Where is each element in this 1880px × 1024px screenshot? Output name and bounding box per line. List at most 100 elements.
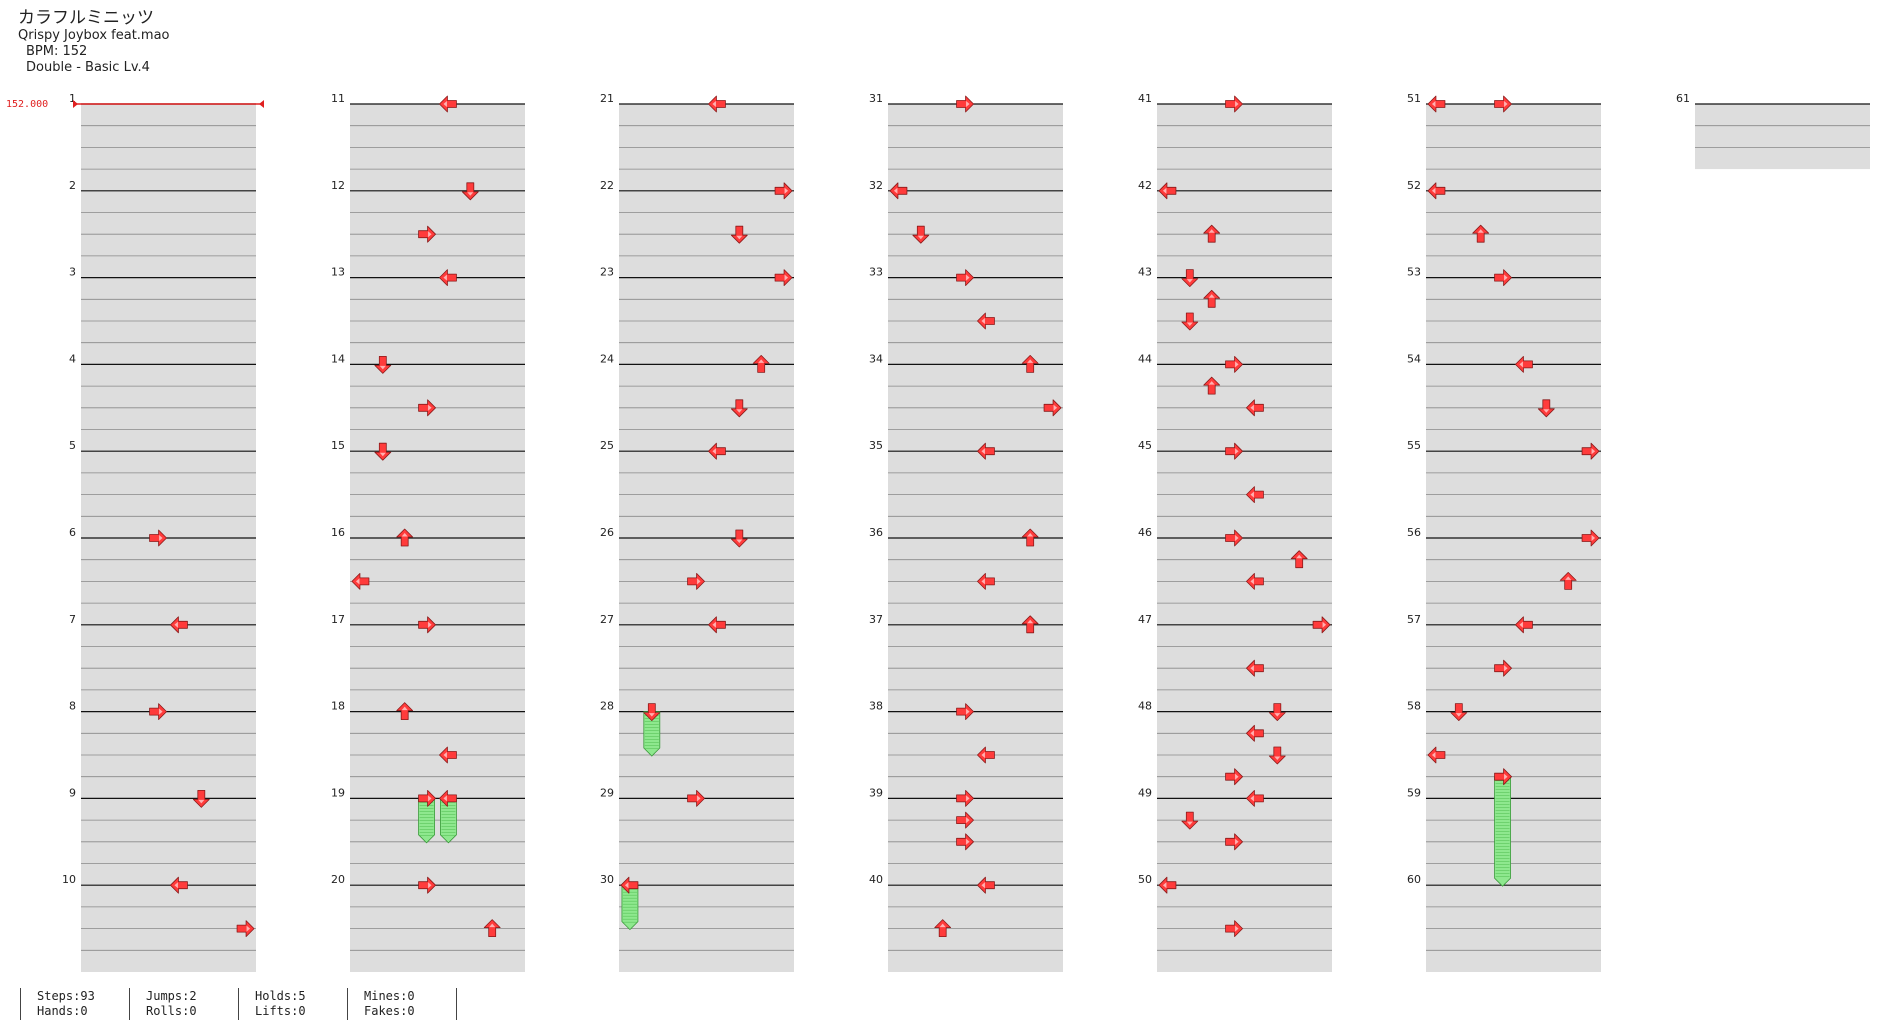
beat-band	[619, 212, 794, 235]
measure-number: 36	[869, 526, 883, 539]
measure-number: 40	[869, 873, 883, 886]
beat-band	[81, 841, 256, 864]
measure-number: 49	[1138, 786, 1152, 799]
beat-band	[619, 516, 794, 538]
beat-band	[888, 538, 1063, 560]
beat-band	[888, 342, 1063, 365]
measure-number: 55	[1407, 439, 1421, 452]
beat-band	[619, 820, 794, 842]
beat-band	[888, 125, 1063, 148]
beat-band	[1426, 646, 1601, 669]
beat-band	[81, 798, 256, 821]
beat-band	[81, 603, 256, 625]
beat-band	[619, 494, 794, 517]
chart-difficulty-label: Double - Basic Lv.4	[26, 60, 150, 75]
beat-band	[350, 125, 525, 148]
beat-band	[1157, 538, 1332, 560]
beat-band	[619, 668, 794, 690]
measure-40	[888, 884, 1063, 972]
beat-band	[1157, 190, 1332, 213]
beat-band	[888, 429, 1063, 452]
beat-band	[1157, 928, 1332, 951]
measure-10	[81, 884, 256, 972]
beat-band	[619, 321, 794, 343]
beat-band	[1157, 950, 1332, 972]
measure-7	[81, 624, 256, 712]
beat-band	[350, 906, 525, 929]
measure-1	[81, 103, 256, 191]
measure-46	[1157, 537, 1332, 625]
beat-band	[1426, 711, 1601, 734]
measure-20	[350, 884, 525, 972]
song-header: カラフルミニッツ Qrispy Joybox feat.mao BPM: 152…	[18, 8, 170, 76]
measure-number: 2	[69, 179, 76, 192]
beat-band	[619, 950, 794, 972]
beat-band	[1157, 277, 1332, 300]
measure-24	[619, 363, 794, 452]
stat-col-2: Jumps:2 Rolls:0	[129, 988, 239, 1020]
measure-26	[619, 537, 794, 625]
beat-band	[888, 169, 1063, 191]
beat-band	[1157, 733, 1332, 755]
beat-band	[1157, 169, 1332, 191]
bpm-marker: 152.000	[6, 99, 264, 110]
beat-band	[1426, 516, 1601, 538]
measure-number: 45	[1138, 439, 1152, 452]
beat-band	[1157, 104, 1332, 126]
beat-band	[619, 538, 794, 560]
beat-band	[81, 624, 256, 647]
measure-57	[1426, 624, 1601, 712]
measure-43	[1157, 277, 1332, 365]
beat-band	[888, 516, 1063, 538]
measure-number: 11	[331, 92, 345, 105]
beat-band	[1157, 581, 1332, 604]
beat-band	[1426, 147, 1601, 170]
beat-band	[619, 776, 794, 799]
hold-note	[643, 711, 661, 757]
beat-band	[350, 668, 525, 690]
beat-band	[888, 212, 1063, 235]
beat-band	[888, 624, 1063, 647]
beat-band	[81, 321, 256, 343]
beat-band	[888, 755, 1063, 777]
beat-band	[1157, 407, 1332, 430]
beat-band	[81, 364, 256, 387]
stat-jumps: Jumps:2	[146, 989, 197, 1003]
beat-band	[1157, 689, 1332, 712]
beat-band	[81, 104, 256, 126]
beat-band	[81, 516, 256, 538]
beat-band	[1157, 885, 1332, 907]
measure-23	[619, 277, 794, 365]
beat-band	[81, 277, 256, 300]
beat-band	[619, 711, 794, 734]
measure-number: 24	[600, 352, 614, 365]
beat-band	[1426, 364, 1601, 387]
beat-band	[1157, 364, 1332, 387]
beat-band	[619, 104, 794, 126]
grid-layer	[81, 103, 1870, 972]
beat-band	[619, 624, 794, 647]
beat-band	[1157, 603, 1332, 625]
beat-band	[81, 190, 256, 213]
measure-number: 6	[69, 526, 76, 539]
beat-band	[350, 603, 525, 625]
measure-number: 48	[1138, 700, 1152, 713]
song-artist: Qrispy Joybox feat.mao	[18, 28, 170, 43]
beat-band	[1157, 494, 1332, 517]
beat-band	[1426, 950, 1601, 972]
beat-band	[888, 255, 1063, 278]
beat-band	[888, 299, 1063, 321]
beat-band	[1157, 646, 1332, 669]
beat-band	[1426, 733, 1601, 755]
beat-band	[350, 104, 525, 126]
beat-band	[1426, 125, 1601, 148]
beat-band	[619, 342, 794, 365]
beat-band	[619, 472, 794, 495]
step-chart: 1234567891011121314151617181920212223242…	[6, 92, 1870, 972]
beat-band	[81, 559, 256, 582]
measure-29	[619, 797, 794, 886]
beat-band	[1426, 407, 1601, 430]
beat-band	[1426, 538, 1601, 560]
beat-band	[888, 689, 1063, 712]
measure-number: 56	[1407, 526, 1421, 539]
